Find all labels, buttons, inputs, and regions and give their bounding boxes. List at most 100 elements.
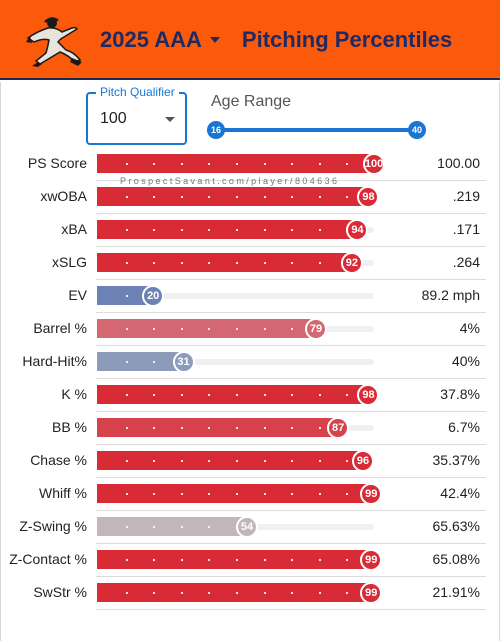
bar-tick-dot: [153, 361, 156, 363]
bar-tick-dot: [263, 592, 266, 594]
percentile-badge: 54: [236, 516, 259, 538]
bar-tick-dot: [208, 328, 211, 330]
row-divider: [96, 180, 486, 181]
bar-tick-dot: [263, 328, 266, 330]
metric-value: 65.08%: [432, 551, 480, 567]
bar-tick-dot: [346, 163, 349, 165]
row-divider: [96, 279, 486, 280]
percentile-badge: 92: [340, 252, 363, 274]
row-divider: [96, 213, 486, 214]
caret-down-icon: [209, 37, 220, 43]
metric-value: 21.91%: [432, 584, 480, 600]
pitch-qualifier-select[interactable]: Pitch Qualifier 100: [86, 85, 187, 145]
bar-tick-dot: [125, 394, 128, 396]
pitch-qualifier-label: Pitch Qualifier: [96, 85, 179, 99]
bar-tick-dot: [346, 460, 349, 462]
bar-tick-dot: [180, 163, 183, 165]
bar-tick-dot: [153, 592, 156, 594]
bar-tick-dot: [180, 262, 183, 264]
percentile-bar: [97, 583, 372, 602]
bar-tick-dot: [318, 163, 321, 165]
season-select-label: 2025 AAA: [100, 27, 202, 52]
metric-value: 89.2 mph: [421, 287, 480, 303]
watermark: ProspectSavant.com/player/804636: [120, 176, 340, 186]
percentile-row: EV 20 89.2 mph: [0, 280, 500, 313]
bar-tick-dot: [346, 196, 349, 198]
bar-tick-dot: [125, 427, 128, 429]
row-divider: [96, 246, 486, 247]
metric-label: Barrel %: [33, 320, 87, 336]
bar-tick-dot: [263, 427, 266, 429]
row-divider: [96, 312, 486, 313]
bar-tick-dot: [318, 196, 321, 198]
metric-value: 37.8%: [440, 386, 480, 402]
percentile-badge: 20: [142, 285, 165, 307]
bar-tick-dot: [236, 163, 238, 165]
bar-tick-dot: [346, 394, 349, 396]
bar-tick-dot: [125, 295, 128, 297]
bar-tick-dot: [236, 493, 238, 495]
bar-tick-dot: [263, 460, 266, 462]
percentile-bar: [97, 154, 374, 173]
bar-tick-dot: [263, 163, 266, 165]
metric-label: xwOBA: [40, 188, 87, 204]
season-select[interactable]: 2025 AAA: [100, 27, 234, 53]
age-range-label: Age Range: [211, 93, 292, 110]
row-divider: [96, 543, 486, 544]
bar-tick-dot: [208, 262, 211, 264]
bar-tick-dot: [208, 460, 211, 462]
bar-tick-dot: [153, 493, 156, 495]
percentile-row: K % 98 37.8%: [0, 379, 500, 412]
row-divider: [96, 345, 486, 346]
metric-value: 40%: [451, 353, 480, 369]
percentile-badge: 31: [172, 351, 195, 373]
bar-tick-dot: [291, 592, 294, 594]
bar-tick-dot: [346, 493, 349, 495]
row-divider: [96, 576, 486, 577]
metric-label: SwStr %: [33, 584, 87, 600]
bar-tick-dot: [180, 559, 183, 561]
bar-tick-dot: [346, 559, 349, 561]
metric-label: Chase %: [30, 452, 87, 468]
bar-tick-dot: [318, 592, 321, 594]
metric-label: xSLG: [51, 254, 87, 270]
bar-tick-dot: [153, 196, 156, 198]
metric-value: .171: [452, 221, 480, 237]
bar-tick-dot: [180, 592, 183, 594]
metric-value: .264: [452, 254, 480, 270]
percentile-bar: [97, 253, 352, 272]
row-divider: [96, 510, 486, 511]
age-range-max-thumb[interactable]: 40: [408, 121, 426, 139]
bar-tick-dot: [263, 196, 266, 198]
bar-tick-dot: [318, 460, 321, 462]
age-range-track[interactable]: [216, 128, 418, 132]
chevron-down-icon: [165, 117, 175, 122]
metric-label: Hard-Hit%: [22, 353, 87, 369]
metric-label: EV: [68, 287, 87, 303]
bar-tick-dot: [236, 460, 238, 462]
bar-tick-dot: [125, 361, 128, 363]
percentile-row: xSLG 92 .264: [0, 247, 500, 280]
pitcher-silhouette-icon: [26, 17, 82, 67]
row-divider: [96, 378, 486, 379]
bar-tick-dot: [236, 328, 238, 330]
percentile-bar: [97, 385, 369, 404]
bar-tick-dot: [236, 229, 238, 231]
bar-tick-dot: [180, 229, 183, 231]
metric-label: K %: [61, 386, 87, 402]
bar-tick-dot: [153, 526, 156, 528]
percentile-badge: 87: [327, 417, 350, 439]
bar-tick-dot: [180, 460, 183, 462]
bar-tick-dot: [318, 493, 321, 495]
bar-tick-dot: [291, 196, 294, 198]
bar-tick-dot: [180, 526, 183, 528]
metric-label: Z-Contact %: [9, 551, 87, 567]
percentile-badge: 99: [360, 549, 383, 571]
percentile-row: Hard-Hit% 31 40%: [0, 346, 500, 379]
metric-value: 42.4%: [440, 485, 480, 501]
bar-tick-dot: [263, 559, 266, 561]
age-range-min-thumb[interactable]: 16: [207, 121, 225, 139]
bar-tick-dot: [153, 262, 156, 264]
metric-label: BB %: [51, 419, 87, 435]
metric-value: 35.37%: [432, 452, 480, 468]
